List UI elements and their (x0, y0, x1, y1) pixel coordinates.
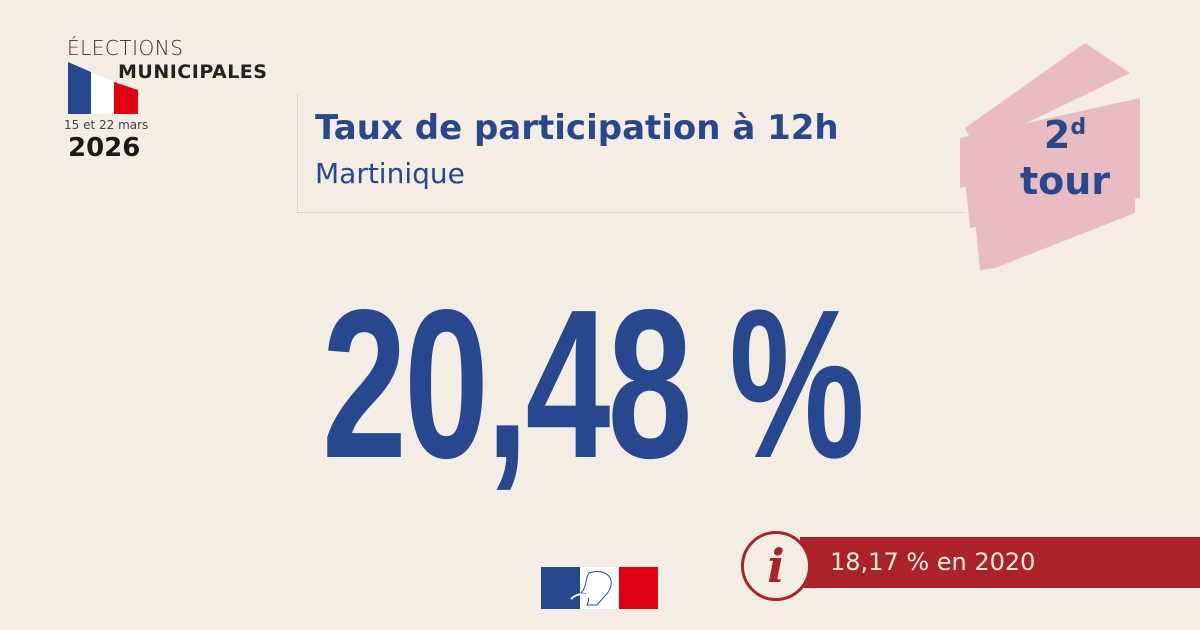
election-year: 2026 (68, 133, 141, 163)
round-badge: 2d tour (1000, 105, 1130, 204)
info-icon: i (741, 531, 811, 601)
elections-label: ÉLECTIONS (67, 36, 184, 60)
divider-vertical (297, 95, 298, 213)
comparison-bar (800, 537, 1200, 588)
participation-rate: 20,48 % (322, 265, 865, 502)
round-word: tour (1019, 159, 1111, 203)
comparison-text: 18,17 % en 2020 (830, 548, 1036, 576)
round-badge-background (960, 43, 1140, 270)
round-suffix: d (1070, 115, 1087, 140)
region-name: Martinique (315, 157, 465, 190)
republique-francaise-logo (541, 567, 658, 609)
divider-horizontal (297, 212, 965, 213)
page-title: Taux de participation à 12h (315, 108, 839, 148)
municipales-label: MUNICIPALES (118, 61, 268, 83)
round-number: 2 (1043, 113, 1071, 157)
french-flag-icon (68, 62, 138, 114)
election-dates: 15 et 22 mars (64, 118, 149, 132)
